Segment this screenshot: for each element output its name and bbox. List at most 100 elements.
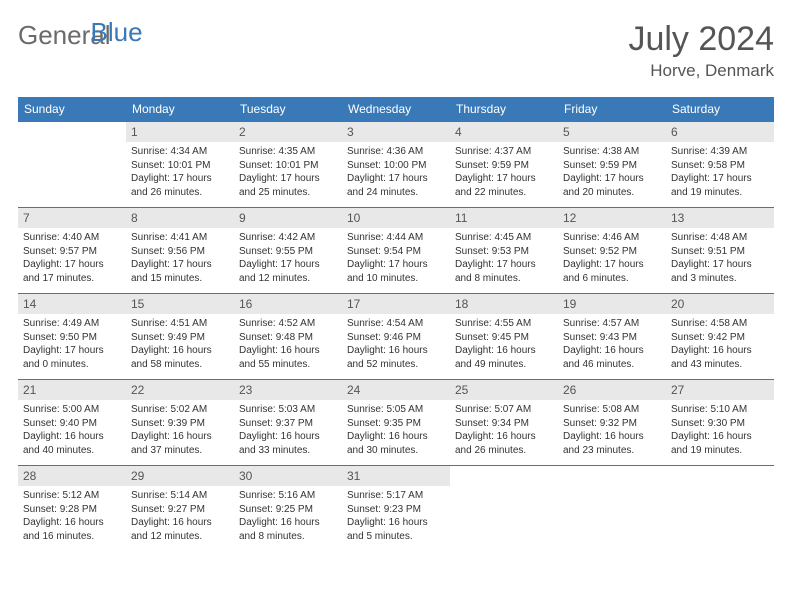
calendar-cell: 15Sunrise: 4:51 AMSunset: 9:49 PMDayligh… <box>126 294 234 380</box>
calendar-cell: 7Sunrise: 4:40 AMSunset: 9:57 PMDaylight… <box>18 208 126 294</box>
day-number: 7 <box>18 208 126 228</box>
day-number: 14 <box>18 294 126 314</box>
day-header: Thursday <box>450 97 558 122</box>
day-info: Sunrise: 4:40 AMSunset: 9:57 PMDaylight:… <box>18 228 126 293</box>
calendar-cell: 31Sunrise: 5:17 AMSunset: 9:23 PMDayligh… <box>342 466 450 552</box>
info-line: Daylight: 17 hours <box>671 258 769 272</box>
info-line: Sunset: 9:53 PM <box>455 245 553 259</box>
info-line: Daylight: 17 hours <box>239 258 337 272</box>
info-line: Sunset: 9:46 PM <box>347 331 445 345</box>
info-line: Daylight: 16 hours <box>455 430 553 444</box>
day-number: 19 <box>558 294 666 314</box>
day-info: Sunrise: 5:07 AMSunset: 9:34 PMDaylight:… <box>450 400 558 465</box>
info-line: and 43 minutes. <box>671 358 769 372</box>
day-info: Sunrise: 4:41 AMSunset: 9:56 PMDaylight:… <box>126 228 234 293</box>
day-number: 27 <box>666 380 774 400</box>
info-line: Daylight: 16 hours <box>239 430 337 444</box>
day-number: 9 <box>234 208 342 228</box>
calendar-cell: 1Sunrise: 4:34 AMSunset: 10:01 PMDayligh… <box>126 122 234 208</box>
title-block: July 2024 Horve, Denmark <box>628 20 774 81</box>
day-number <box>18 122 126 142</box>
day-number: 17 <box>342 294 450 314</box>
day-info: Sunrise: 4:48 AMSunset: 9:51 PMDaylight:… <box>666 228 774 293</box>
info-line: Sunrise: 5:14 AM <box>131 489 229 503</box>
calendar-cell: 14Sunrise: 4:49 AMSunset: 9:50 PMDayligh… <box>18 294 126 380</box>
day-info: Sunrise: 4:54 AMSunset: 9:46 PMDaylight:… <box>342 314 450 379</box>
day-number: 15 <box>126 294 234 314</box>
info-line: and 52 minutes. <box>347 358 445 372</box>
info-line: Sunrise: 4:48 AM <box>671 231 769 245</box>
calendar-cell <box>450 466 558 552</box>
info-line: and 23 minutes. <box>563 444 661 458</box>
info-line: Sunset: 9:56 PM <box>131 245 229 259</box>
info-line: Sunrise: 5:10 AM <box>671 403 769 417</box>
info-line: Sunset: 9:48 PM <box>239 331 337 345</box>
info-line: and 49 minutes. <box>455 358 553 372</box>
info-line: Sunrise: 4:58 AM <box>671 317 769 331</box>
info-line: Sunset: 9:57 PM <box>23 245 121 259</box>
day-header: Monday <box>126 97 234 122</box>
info-line: Sunset: 9:32 PM <box>563 417 661 431</box>
info-line: Sunrise: 4:57 AM <box>563 317 661 331</box>
info-line: Sunrise: 4:38 AM <box>563 145 661 159</box>
day-info: Sunrise: 5:12 AMSunset: 9:28 PMDaylight:… <box>18 486 126 551</box>
day-info: Sunrise: 5:08 AMSunset: 9:32 PMDaylight:… <box>558 400 666 465</box>
day-number: 20 <box>666 294 774 314</box>
info-line: and 22 minutes. <box>455 186 553 200</box>
day-number: 29 <box>126 466 234 486</box>
calendar-cell: 22Sunrise: 5:02 AMSunset: 9:39 PMDayligh… <box>126 380 234 466</box>
info-line: Daylight: 16 hours <box>131 430 229 444</box>
info-line: Sunrise: 4:41 AM <box>131 231 229 245</box>
day-number: 24 <box>342 380 450 400</box>
day-info: Sunrise: 5:02 AMSunset: 9:39 PMDaylight:… <box>126 400 234 465</box>
info-line: Sunrise: 4:46 AM <box>563 231 661 245</box>
calendar-cell: 13Sunrise: 4:48 AMSunset: 9:51 PMDayligh… <box>666 208 774 294</box>
day-info: Sunrise: 5:10 AMSunset: 9:30 PMDaylight:… <box>666 400 774 465</box>
info-line: and 30 minutes. <box>347 444 445 458</box>
info-line: and 8 minutes. <box>239 530 337 544</box>
calendar-table: SundayMondayTuesdayWednesdayThursdayFrid… <box>18 97 774 551</box>
calendar-cell <box>18 122 126 208</box>
info-line: and 40 minutes. <box>23 444 121 458</box>
info-line: Daylight: 17 hours <box>671 172 769 186</box>
calendar-cell: 21Sunrise: 5:00 AMSunset: 9:40 PMDayligh… <box>18 380 126 466</box>
info-line: Sunrise: 4:36 AM <box>347 145 445 159</box>
info-line: and 26 minutes. <box>455 444 553 458</box>
info-line: and 8 minutes. <box>455 272 553 286</box>
info-line: Sunrise: 5:02 AM <box>131 403 229 417</box>
info-line: Daylight: 17 hours <box>455 172 553 186</box>
calendar-week-row: 21Sunrise: 5:00 AMSunset: 9:40 PMDayligh… <box>18 380 774 466</box>
info-line: Sunset: 9:43 PM <box>563 331 661 345</box>
info-line: Daylight: 16 hours <box>239 344 337 358</box>
info-line: and 0 minutes. <box>23 358 121 372</box>
info-line: Daylight: 16 hours <box>23 516 121 530</box>
calendar-cell: 28Sunrise: 5:12 AMSunset: 9:28 PMDayligh… <box>18 466 126 552</box>
day-number: 4 <box>450 122 558 142</box>
info-line: Daylight: 16 hours <box>563 344 661 358</box>
day-info: Sunrise: 5:14 AMSunset: 9:27 PMDaylight:… <box>126 486 234 551</box>
info-line: Sunrise: 4:44 AM <box>347 231 445 245</box>
day-number: 22 <box>126 380 234 400</box>
info-line: Sunrise: 5:00 AM <box>23 403 121 417</box>
day-header: Tuesday <box>234 97 342 122</box>
calendar-cell: 18Sunrise: 4:55 AMSunset: 9:45 PMDayligh… <box>450 294 558 380</box>
info-line: Sunset: 9:50 PM <box>23 331 121 345</box>
info-line: and 33 minutes. <box>239 444 337 458</box>
day-number: 3 <box>342 122 450 142</box>
info-line: Daylight: 17 hours <box>563 258 661 272</box>
info-line: Daylight: 16 hours <box>671 344 769 358</box>
day-info: Sunrise: 4:51 AMSunset: 9:49 PMDaylight:… <box>126 314 234 379</box>
info-line: Daylight: 17 hours <box>563 172 661 186</box>
calendar-cell: 30Sunrise: 5:16 AMSunset: 9:25 PMDayligh… <box>234 466 342 552</box>
info-line: Sunset: 9:34 PM <box>455 417 553 431</box>
day-info: Sunrise: 4:52 AMSunset: 9:48 PMDaylight:… <box>234 314 342 379</box>
info-line: and 16 minutes. <box>23 530 121 544</box>
info-line: Daylight: 16 hours <box>239 516 337 530</box>
day-number: 6 <box>666 122 774 142</box>
day-info: Sunrise: 4:58 AMSunset: 9:42 PMDaylight:… <box>666 314 774 379</box>
day-number: 11 <box>450 208 558 228</box>
header: General Blue July 2024 Horve, Denmark <box>18 20 774 81</box>
calendar-cell: 11Sunrise: 4:45 AMSunset: 9:53 PMDayligh… <box>450 208 558 294</box>
calendar-cell: 12Sunrise: 4:46 AMSunset: 9:52 PMDayligh… <box>558 208 666 294</box>
info-line: and 5 minutes. <box>347 530 445 544</box>
